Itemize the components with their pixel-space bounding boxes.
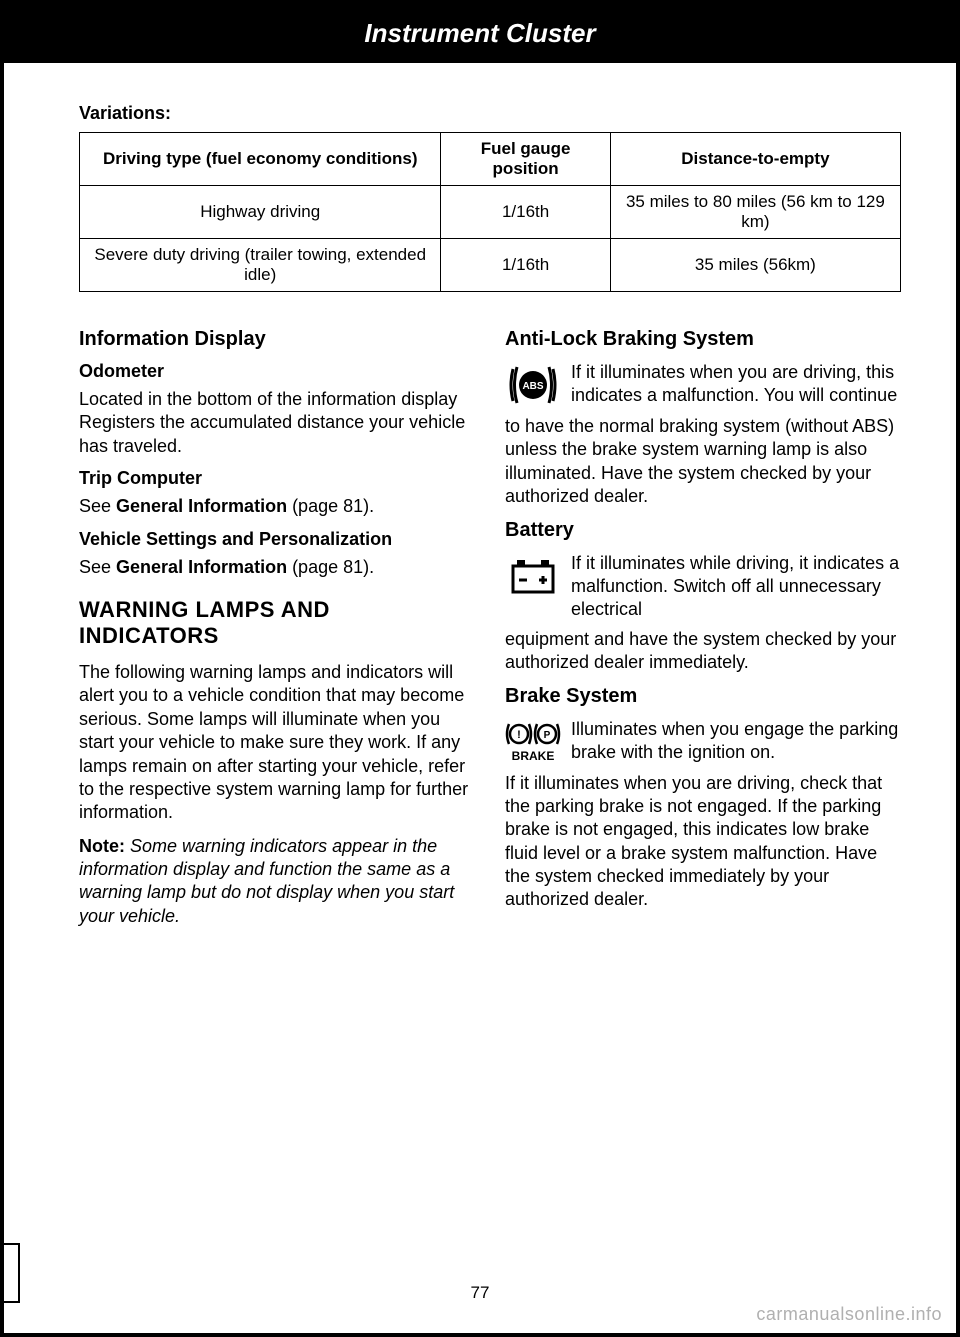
abs-block: ABS If it illuminates when you are drivi… xyxy=(505,361,901,409)
two-column-layout: Information Display Odometer Located in … xyxy=(79,320,901,938)
warning-text: The following warning lamps and indicato… xyxy=(79,661,475,825)
note-label: Note: xyxy=(79,836,125,856)
page-container: Instrument Cluster Variations: Driving t… xyxy=(0,0,960,1337)
content-area: Variations: Driving type (fuel economy c… xyxy=(4,63,956,958)
text-span: See xyxy=(79,496,116,516)
table-cell: 35 miles (56km) xyxy=(610,239,900,292)
table-cell: 1/16th xyxy=(441,186,610,239)
abs-heading: Anti-Lock Braking System xyxy=(505,328,901,351)
table-row: Highway driving 1/16th 35 miles to 80 mi… xyxy=(80,186,901,239)
col-header: Distance-to-empty xyxy=(610,133,900,186)
brake-block: ! P BRAKE Illuminates when you engage th… xyxy=(505,718,901,766)
settings-heading: Vehicle Settings and Personalization xyxy=(79,529,475,550)
table-row: Severe duty driving (trailer towing, ext… xyxy=(80,239,901,292)
variations-label: Variations: xyxy=(79,103,901,124)
binding-mark xyxy=(0,1243,20,1303)
trip-heading: Trip Computer xyxy=(79,468,475,489)
battery-text-inline: If it illuminates while driving, it indi… xyxy=(571,552,901,622)
settings-text: See General Information (page 81). xyxy=(79,556,475,579)
note-text: Some warning indicators appear in the in… xyxy=(79,836,454,926)
brake-text-inline: Illuminates when you engage the parking … xyxy=(571,718,901,765)
watermark: carmanualsonline.info xyxy=(756,1304,942,1325)
svg-text:BRAKE: BRAKE xyxy=(512,749,555,763)
page-number: 77 xyxy=(4,1283,956,1303)
brake-heading: Brake System xyxy=(505,685,901,708)
text-span: (page 81). xyxy=(287,496,374,516)
abs-text-inline: If it illuminates when you are driving, … xyxy=(571,361,901,408)
table-cell: 35 miles to 80 miles (56 km to 129 km) xyxy=(610,186,900,239)
brake-icon: ! P BRAKE xyxy=(505,718,561,766)
text-span: (page 81). xyxy=(287,557,374,577)
info-display-heading: Information Display xyxy=(79,328,475,351)
text-bold: General Information xyxy=(116,496,287,516)
warning-heading: WARNING LAMPS AND INDICATORS xyxy=(79,597,475,649)
variations-table: Driving type (fuel economy conditions) F… xyxy=(79,132,901,292)
col-header: Fuel gauge position xyxy=(441,133,610,186)
text-span: See xyxy=(79,557,116,577)
table-cell: 1/16th xyxy=(441,239,610,292)
col-header: Driving type (fuel economy conditions) xyxy=(80,133,441,186)
warning-note: Note: Some warning indicators appear in … xyxy=(79,835,475,929)
svg-text:!: ! xyxy=(517,729,521,741)
battery-heading: Battery xyxy=(505,519,901,542)
trip-text: See General Information (page 81). xyxy=(79,495,475,518)
svg-text:ABS: ABS xyxy=(522,381,543,392)
header-title: Instrument Cluster xyxy=(364,18,595,48)
brake-text-after: If it illuminates when you are driving, … xyxy=(505,772,901,912)
odometer-text: Located in the bottom of the information… xyxy=(79,388,475,458)
left-column: Information Display Odometer Located in … xyxy=(79,320,475,938)
right-column: Anti-Lock Braking System ABS If it illum… xyxy=(505,320,901,938)
battery-icon xyxy=(505,552,561,600)
table-header-row: Driving type (fuel economy conditions) F… xyxy=(80,133,901,186)
text-bold: General Information xyxy=(116,557,287,577)
svg-text:P: P xyxy=(544,730,551,741)
abs-text-after: to have the normal braking system (witho… xyxy=(505,415,901,509)
battery-text-after: equipment and have the system checked by… xyxy=(505,628,901,675)
battery-block: If it illuminates while driving, it indi… xyxy=(505,552,901,622)
header-bar: Instrument Cluster xyxy=(4,4,956,63)
abs-icon: ABS xyxy=(505,361,561,409)
odometer-heading: Odometer xyxy=(79,361,475,382)
table-cell: Highway driving xyxy=(80,186,441,239)
table-cell: Severe duty driving (trailer towing, ext… xyxy=(80,239,441,292)
